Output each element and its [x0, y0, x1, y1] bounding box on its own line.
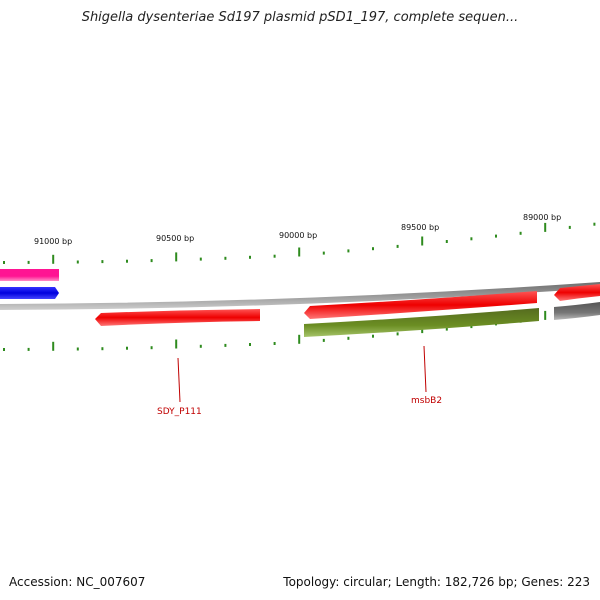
gene-msbB2: [304, 308, 539, 337]
gene-red-upper-right: [554, 284, 600, 301]
leader-line-sdy-p111: [177, 357, 181, 403]
gene-blue: [0, 287, 59, 299]
tick-label-90500: 90500 bp: [156, 234, 194, 243]
gene-gray-right: [554, 302, 600, 320]
footer-accession: Accession: NC_007607: [9, 575, 146, 589]
tick-label-89000: 89000 bp: [523, 213, 561, 222]
leader-line-msbb2: [423, 345, 427, 393]
gene-red-upper-left: [95, 309, 260, 326]
gene-label-msbb2: msbB2: [411, 396, 442, 406]
outer-tick-ring: [3, 222, 596, 264]
plasmid-backbone: [0, 282, 600, 310]
footer-summary: Topology: circular; Length: 182,726 bp; …: [283, 575, 590, 589]
tick-label-89500: 89500 bp: [401, 223, 439, 232]
tick-label-91000: 91000 bp: [34, 237, 72, 246]
gene-pink: [0, 269, 59, 281]
tick-label-90000: 90000 bp: [279, 231, 317, 240]
map-title: Shigella dysenteriae Sd197 plasmid pSD1_…: [81, 10, 519, 25]
gene-red-upper-mid: [304, 291, 537, 319]
gene-label-sdy-p111: SDY_P111: [157, 407, 202, 417]
